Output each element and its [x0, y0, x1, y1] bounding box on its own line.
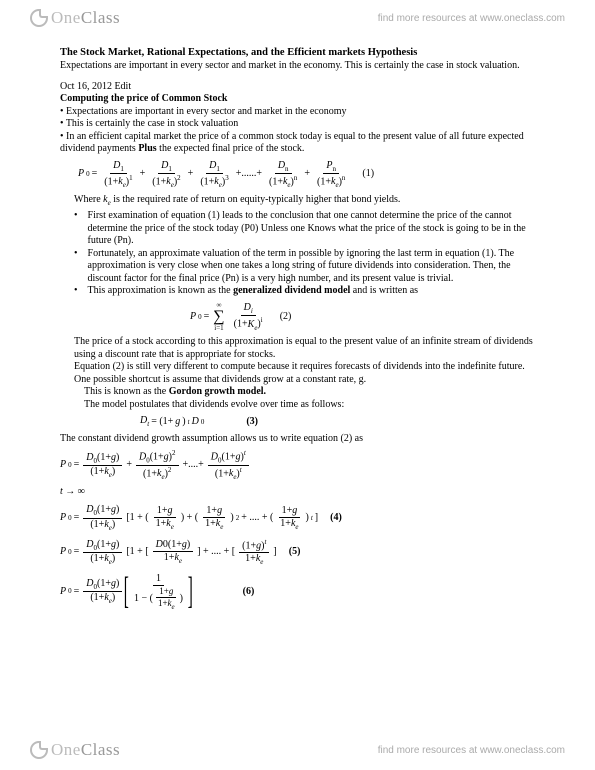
- bi1-text: First examination of equation (1) leads …: [88, 210, 535, 248]
- brand-text: OneClass: [51, 8, 120, 28]
- brand-text-footer: OneClass: [51, 740, 120, 760]
- gordon-b: Gordon growth model.: [169, 386, 266, 397]
- cgrowth-line: The constant dividend growth assumption …: [60, 433, 535, 446]
- brand-one-f: One: [51, 740, 81, 759]
- equation-3: Dt = (1+g)t D0 (3): [140, 415, 535, 429]
- edit-date: Oct 16, 2012 Edit: [60, 81, 535, 94]
- where-a: Where: [74, 194, 103, 205]
- gordon-line: This is known as the Gordon growth model…: [84, 386, 535, 399]
- bi2-text: Fortunately, an approximate valuation of…: [88, 248, 535, 286]
- equation-1: P0 = D1(1+ke)1+ D1(1+ke)2+ D1(1+ke)3+...…: [78, 160, 535, 190]
- t-to-infinity: t → ∞: [60, 486, 535, 499]
- bullet-i2: •Fortunately, an approximate valuation o…: [74, 248, 535, 286]
- equation-6: P0 = D0(1+g)(1+ke) [ 1 1 − (1+g1+ke) ] (…: [60, 573, 535, 611]
- para-forecast: Equation (2) is still very different to …: [74, 361, 535, 386]
- bullet-3-plus: Plus: [138, 143, 156, 154]
- brand-one: One: [51, 8, 81, 27]
- brand-class: Class: [81, 8, 120, 27]
- section-heading: Computing the price of Common Stock: [60, 93, 535, 106]
- footer-tagline: find more resources at www.oneclass.com: [378, 745, 565, 756]
- bi3-text: This approximation is known as the gener…: [88, 285, 419, 298]
- brand-logo-footer: OneClass: [30, 740, 120, 760]
- leaf-circle-icon: [30, 741, 48, 759]
- equation-2: P0 = ∞∑i=1 Di(1+Ke)i (2): [190, 302, 535, 332]
- document-body: The Stock Market, Rational Expectations,…: [0, 32, 595, 611]
- bullet-2: This is certainly the case in stock valu…: [60, 118, 535, 131]
- gordon-a: This is known as the: [84, 386, 169, 397]
- equation-2-expanded: P0 = D0(1+g)(1+ke)+ D0(1+g)2(1+ke)2+....…: [60, 449, 535, 481]
- header-tagline: find more resources at www.oneclass.com: [378, 13, 565, 24]
- bullet-i3: •This approximation is known as the gene…: [74, 285, 535, 298]
- bullet-3: In an efficient capital market the price…: [60, 131, 535, 156]
- bullet-1: Expectations are important in every sect…: [60, 106, 535, 119]
- bullet-i1: •First examination of equation (1) leads…: [74, 210, 535, 248]
- postulate-line: The model postulates that dividends evol…: [84, 399, 535, 412]
- leaf-circle-icon: [30, 9, 48, 27]
- equation-5: P0 = D0(1+g)(1+ke) [1 + [D0(1+g)1+ke] + …: [60, 538, 535, 567]
- intro-paragraph: Expectations are important in every sect…: [60, 60, 535, 73]
- bullet-3c: the expected final price of the stock.: [157, 143, 305, 154]
- brand-class-f: Class: [81, 740, 120, 759]
- brand-logo: OneClass: [30, 8, 120, 28]
- para-stream: The price of a stock according to this a…: [74, 336, 535, 361]
- page-title: The Stock Market, Rational Expectations,…: [60, 46, 535, 59]
- equation-4: P0 = D0(1+g)(1+ke) [1 + (1+g1+ke) + (1+g…: [60, 504, 535, 532]
- where-line: Where ke is the required rate of return …: [74, 194, 535, 208]
- where-b: is the required rate of return on equity…: [111, 194, 401, 205]
- page-header: OneClass find more resources at www.onec…: [0, 0, 595, 32]
- page-footer: OneClass find more resources at www.onec…: [0, 732, 595, 770]
